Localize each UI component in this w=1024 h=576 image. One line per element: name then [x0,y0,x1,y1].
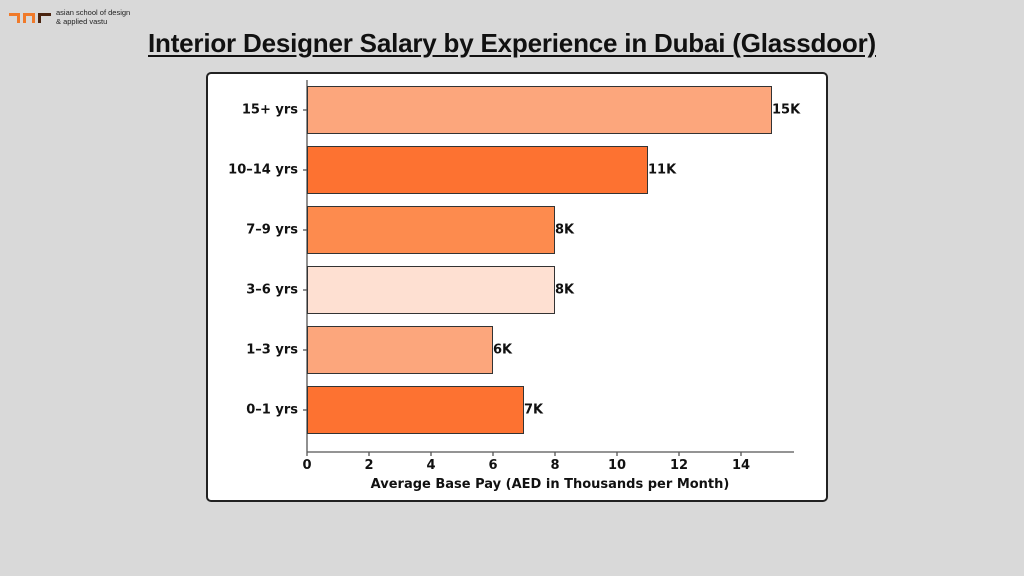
bar-value-label: 15K [772,102,801,118]
bar [307,206,555,254]
bar-value-label: 8K [555,282,575,298]
x-tick-label: 14 [731,458,751,473]
y-tick-label: 15+ yrs [241,102,298,118]
bar [307,386,524,434]
chart-card: 15K 15+ yrs 11K 10–14 yrs 8K 7–9 yrs 8K 3–6 yrs… [206,72,828,502]
logo-line-1: asian school of design [56,8,131,17]
brand-logo: asian school of design & applied vastu [8,8,130,26]
x-axis-title: Average Base Pay (AED in Thousands per M… [370,477,730,492]
x-tick-label: 12 [669,458,689,473]
y-tick-label: 0–1 yrs [246,402,298,418]
bar-value-label: 11K [648,162,677,178]
y-tick-label: 3–6 yrs [246,282,298,298]
bar [307,86,772,134]
x-tick-label: 6 [488,458,498,473]
bar-chart: 15K 15+ yrs 11K 10–14 yrs 8K 7–9 yrs 8K 3–6 yrs… [208,74,826,500]
bar [307,266,555,314]
x-tick-label: 4 [426,458,436,473]
x-tick-label: 0 [302,458,312,473]
x-tick-label: 2 [364,458,374,473]
bar-value-label: 6K [493,342,513,358]
bar [307,146,648,194]
x-tick-label: 10 [607,458,627,473]
logo-mark-icon [9,13,51,23]
y-tick-label: 1–3 yrs [246,342,298,358]
y-tick-label: 7–9 yrs [246,222,298,238]
x-tick-label: 8 [550,458,560,473]
page-title: Interior Designer Salary by Experience i… [148,28,876,58]
logo-line-2: & applied vastu [56,17,108,26]
y-tick-label: 10–14 yrs [228,162,298,178]
bar-value-label: 7K [524,402,544,418]
bar-value-label: 8K [555,222,575,238]
bar [307,326,493,374]
logo-text: asian school of design & applied vastu [56,8,130,26]
